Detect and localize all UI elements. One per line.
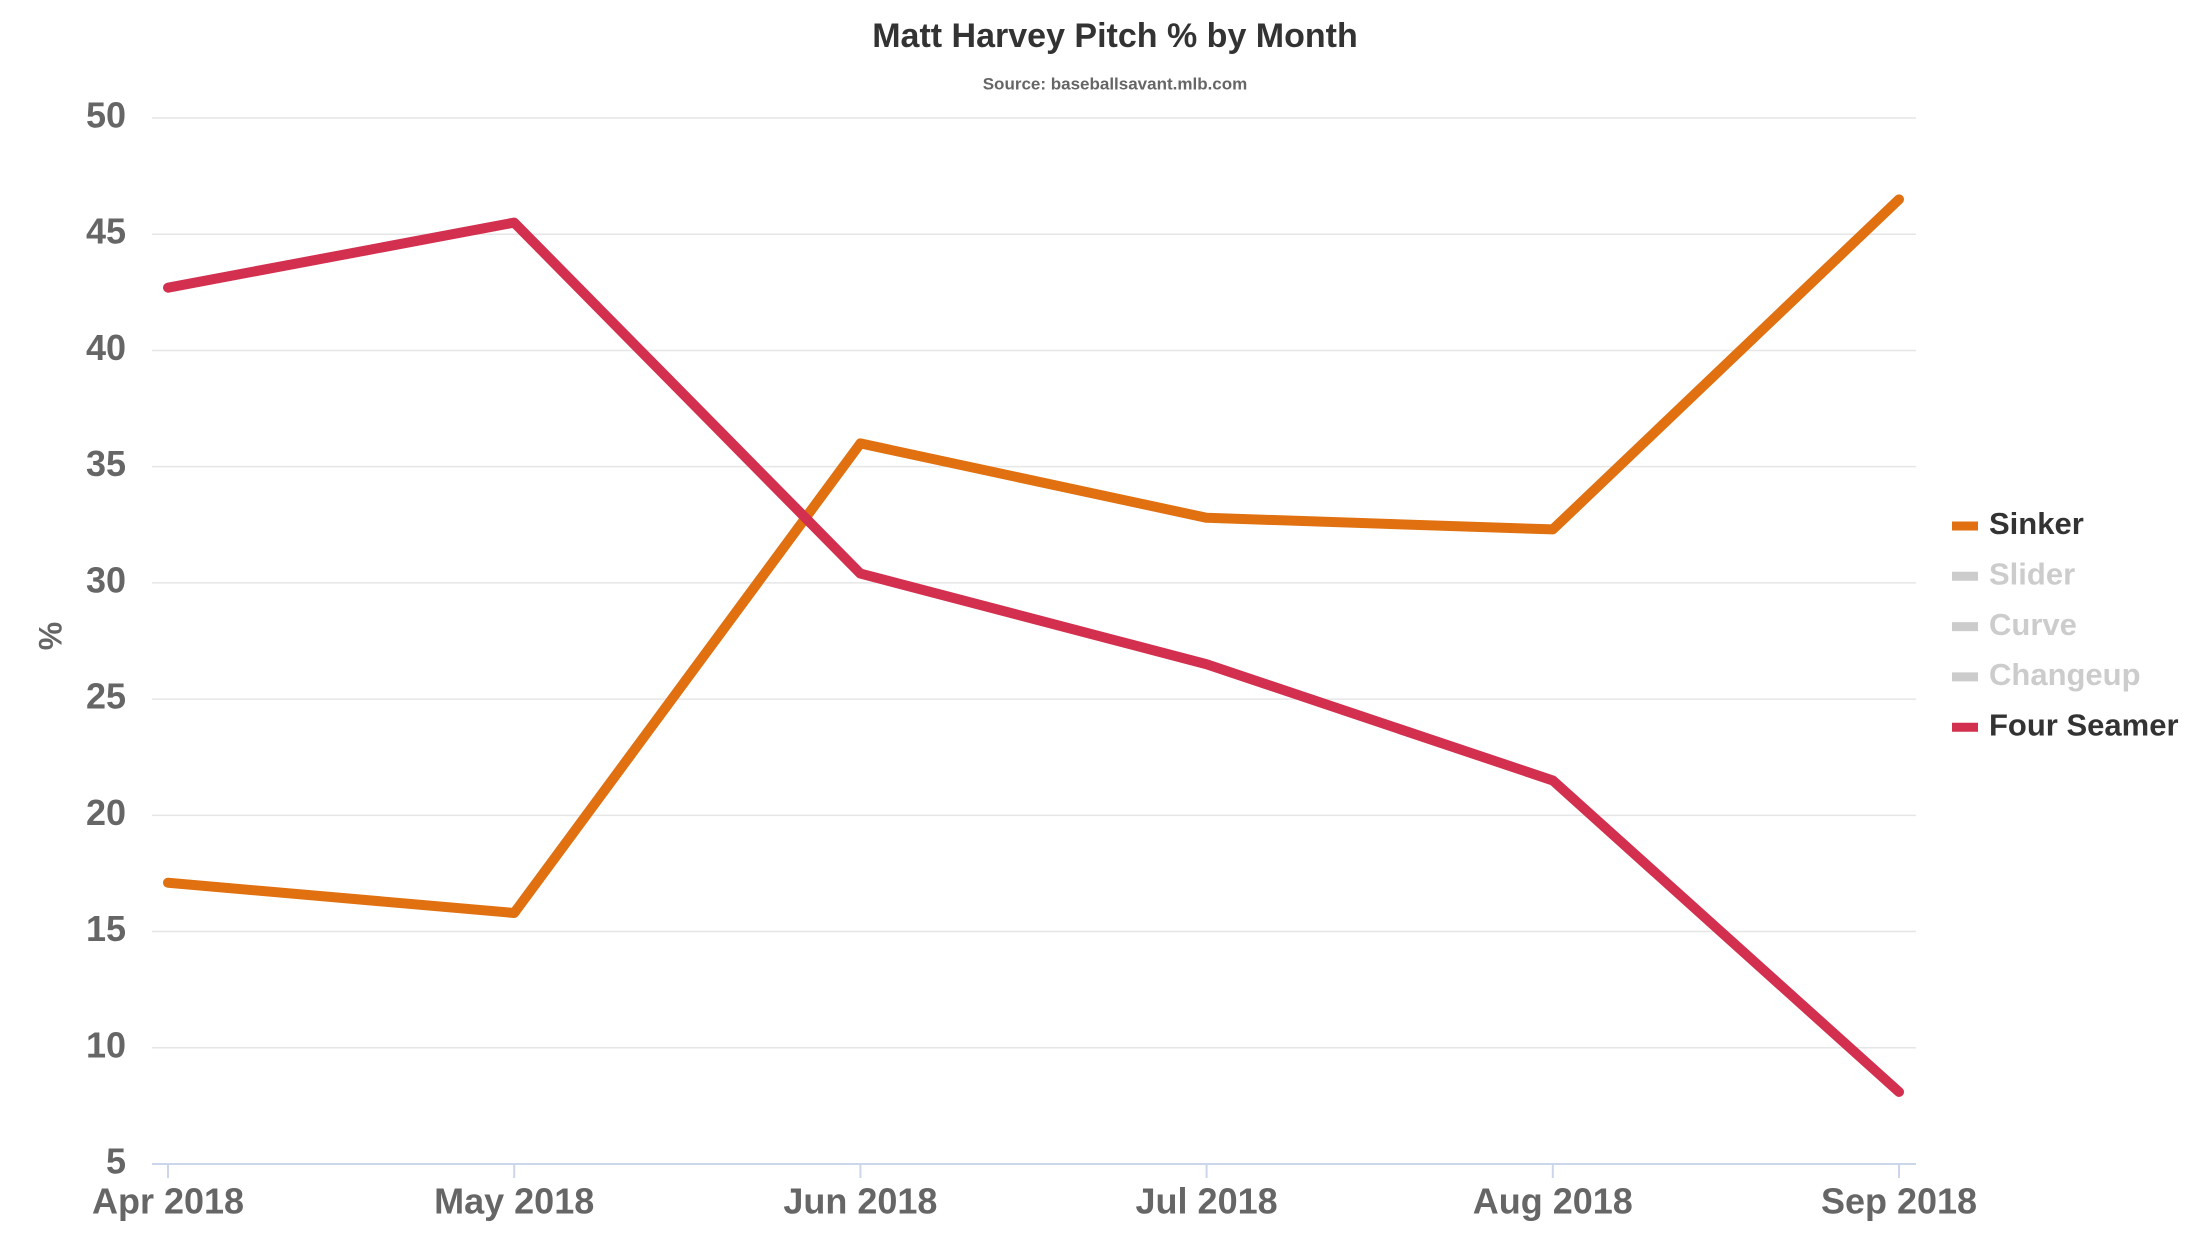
x-tick-label: Jun 2018 xyxy=(783,1181,937,1222)
legend-label: Slider xyxy=(1989,556,2075,591)
y-tick-label: 30 xyxy=(86,559,126,600)
x-tick-label: May 2018 xyxy=(434,1181,594,1222)
legend-label: Sinker xyxy=(1989,506,2084,541)
y-tick-label: 15 xyxy=(86,908,126,949)
legend-label: Four Seamer xyxy=(1989,707,2179,742)
x-tick-label: Jul 2018 xyxy=(1136,1181,1278,1222)
y-tick-label: 5 xyxy=(106,1141,126,1182)
legend-label: Curve xyxy=(1989,607,2077,642)
x-tick-label: Aug 2018 xyxy=(1473,1181,1633,1222)
y-tick-label: 10 xyxy=(86,1024,126,1065)
y-tick-label: 35 xyxy=(86,443,126,484)
legend-label: Changeup xyxy=(1989,657,2141,692)
y-tick-label: 45 xyxy=(86,211,126,252)
x-tick-label: Apr 2018 xyxy=(92,1181,244,1222)
series-line xyxy=(163,194,1904,918)
y-tick-label: 25 xyxy=(86,676,126,717)
y-tick-label: 20 xyxy=(86,792,126,833)
chart-subtitle: Source: baseballsavant.mlb.com xyxy=(983,74,1248,93)
chart-title: Matt Harvey Pitch % by Month xyxy=(872,17,1358,55)
y-axis-label: % xyxy=(32,622,68,650)
y-tick-label: 40 xyxy=(86,327,126,368)
series-line xyxy=(163,217,1904,1097)
y-tick-label: 50 xyxy=(86,95,126,136)
x-tick-label: Sep 2018 xyxy=(1821,1181,1977,1222)
